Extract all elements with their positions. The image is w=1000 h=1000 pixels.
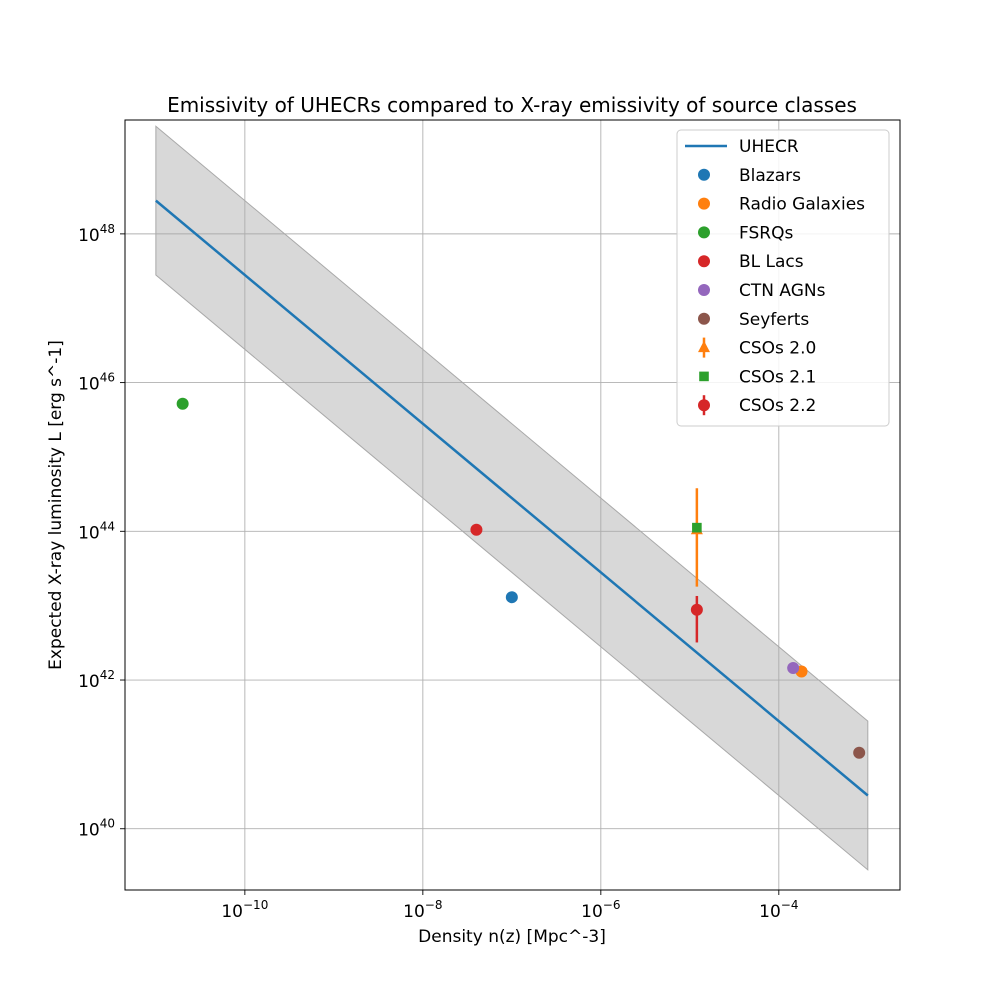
legend-item-csos-2-1: CSOs 2.1 bbox=[699, 367, 816, 387]
legend-item-blazars: Blazars bbox=[698, 166, 801, 186]
legend-item-csos-2-0: CSOs 2.0 bbox=[698, 337, 816, 359]
y-tick-label: 1046 bbox=[78, 371, 115, 395]
csos-2-1-point bbox=[692, 522, 702, 533]
legend-label: Radio Galaxies bbox=[739, 195, 865, 215]
legend-label: CSOs 2.2 bbox=[739, 396, 816, 416]
legend-swatch bbox=[698, 399, 710, 412]
legend-swatch bbox=[698, 340, 710, 353]
legend-item-seyferts: Seyferts bbox=[698, 310, 809, 330]
y-tick-label: 1044 bbox=[78, 519, 115, 543]
fsrqs-point bbox=[176, 397, 189, 410]
points-layer bbox=[176, 397, 866, 759]
legend-swatch bbox=[698, 168, 710, 181]
x-axis-label: Density n(z) [Mpc^-3] bbox=[418, 927, 606, 947]
legend-swatch bbox=[698, 197, 710, 210]
legend-swatch bbox=[698, 284, 710, 296]
legend-label: Blazars bbox=[739, 166, 801, 186]
x-tick-label: 10−10 bbox=[221, 898, 268, 922]
legend-item-csos-2-2: CSOs 2.2 bbox=[698, 395, 816, 416]
legend-swatch bbox=[699, 371, 709, 382]
y-tick-label: 1040 bbox=[78, 817, 115, 841]
y-tick-label: 1048 bbox=[78, 222, 115, 246]
legend-label: FSRQs bbox=[739, 223, 793, 243]
y-axis-label: Expected X-ray luminosity L [erg s^-1] bbox=[46, 340, 66, 670]
legend-item-fsrqs: FSRQs bbox=[698, 223, 793, 243]
ctn-agns-point bbox=[787, 662, 800, 675]
legend-label: Seyferts bbox=[739, 310, 809, 330]
y-tick-label: 1042 bbox=[78, 668, 115, 692]
seyferts-point bbox=[853, 746, 866, 759]
legend-label: BL Lacs bbox=[739, 252, 804, 272]
legend-item-uhecr: UHECR bbox=[685, 137, 799, 157]
chart-title: Emissivity of UHECRs compared to X-ray e… bbox=[167, 93, 857, 117]
legend-item-ctn-agns: CTN AGNs bbox=[698, 281, 826, 301]
legend-label: CTN AGNs bbox=[739, 281, 826, 301]
x-tick-label: 10−6 bbox=[581, 898, 620, 922]
plot-frame bbox=[124, 119, 901, 891]
ticks: 10−10 10−8 10−6 10−4 1040 1042 1044 1046 1048 bbox=[78, 222, 798, 922]
legend-label: CSOs 2.0 bbox=[739, 339, 816, 359]
legend-swatch bbox=[698, 226, 710, 239]
legend: UHECR Blazars Radio Galaxies FSRQs BL Lacs CT… bbox=[676, 129, 890, 427]
legend-item-radio-galaxies: Radio Galaxies bbox=[698, 195, 865, 215]
legend-label: CSOs 2.1 bbox=[739, 367, 816, 387]
legend-swatch bbox=[698, 255, 710, 268]
uhecr-line bbox=[155, 199, 869, 797]
uhecr-line-layer bbox=[155, 199, 869, 797]
blazars-point bbox=[505, 591, 518, 604]
bl-lacs-point bbox=[470, 523, 483, 536]
legend-item-bl-lacs: BL Lacs bbox=[698, 252, 804, 272]
x-tick-label: 10−4 bbox=[759, 898, 798, 922]
legend-label: UHECR bbox=[739, 137, 799, 157]
csos-2-2-point bbox=[690, 603, 703, 616]
legend-box bbox=[676, 129, 890, 427]
legend-swatch bbox=[698, 312, 710, 325]
x-tick-label: 10−8 bbox=[403, 898, 442, 922]
